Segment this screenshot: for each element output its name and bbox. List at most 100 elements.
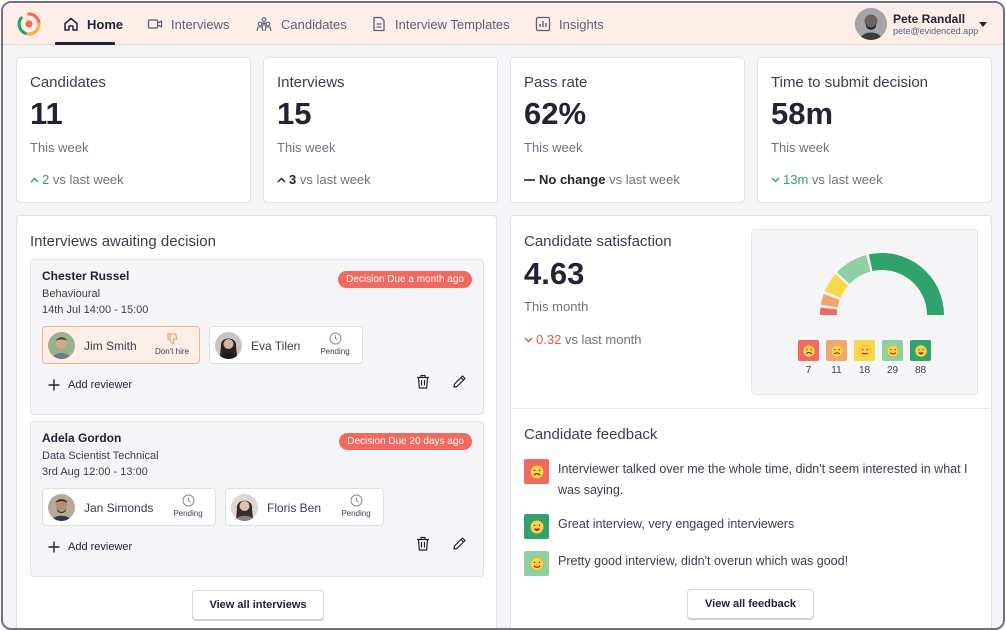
rating-face-neutral — [854, 340, 875, 361]
rating-count: 18 — [858, 365, 871, 376]
video-icon — [147, 19, 163, 29]
user-name: Pete Randall — [893, 12, 966, 26]
gauge-chart — [820, 253, 944, 315]
feedback-item: Pretty good interview, didn't overun whi… — [524, 551, 978, 576]
stat-value: 58m — [771, 96, 834, 131]
very-sad-face-icon — [529, 464, 544, 479]
interview-card[interactable]: Adela Gordon Data Scientist Technical 3r… — [30, 421, 484, 577]
reviewer-status-label: Pending — [173, 509, 203, 518]
reviewer-name: Eva Tilen — [251, 339, 301, 353]
chevron-up-icon — [277, 176, 286, 183]
rating-face-very-sad — [798, 340, 819, 361]
clock-icon — [329, 332, 341, 345]
clock-icon — [350, 494, 362, 507]
nav-candidates[interactable]: Candidates — [255, 3, 347, 45]
very-happy-face-icon — [914, 344, 927, 357]
neutral-face-icon — [858, 344, 871, 357]
nav-active-indicator — [55, 42, 115, 45]
stat-change: 2 vs last week — [30, 172, 124, 187]
add-reviewer-label: Add reviewer — [68, 379, 133, 391]
reviewer-status-label: Don't hire — [155, 347, 189, 356]
add-reviewer-label: Add reviewer — [68, 541, 133, 553]
stat-change: 3 vs last week — [277, 172, 371, 187]
rating-count: 7 — [805, 365, 812, 376]
stat-period: This week — [524, 140, 583, 155]
stat-card-time-to-decision: Time to submit decision 58m This week 13… — [757, 57, 992, 203]
edit-icon[interactable] — [452, 374, 467, 389]
evidenced-logo[interactable] — [17, 12, 41, 36]
trash-icon[interactable] — [416, 536, 430, 551]
user-email: pete@evidenced.app — [893, 26, 979, 36]
clock-icon — [182, 494, 194, 507]
reviewer-name: Jan Simonds — [84, 501, 154, 515]
chevron-up-icon — [30, 176, 39, 183]
edit-icon[interactable] — [452, 536, 467, 551]
view-all-feedback-button[interactable]: View all feedback — [687, 589, 814, 619]
satisfaction-value: 4.63 — [524, 256, 585, 291]
stat-change-value: 13m — [783, 172, 809, 187]
chevron-down-icon — [771, 176, 780, 183]
reviewer-status: Pending — [310, 332, 360, 360]
reviewer-chip[interactable]: Jan Simonds Pending — [42, 488, 216, 526]
stat-title: Candidates — [30, 74, 106, 91]
feedback-rating — [524, 514, 549, 539]
happy-face-icon — [886, 344, 899, 357]
very-sad-face-icon — [802, 344, 815, 357]
rating-count: 29 — [886, 365, 899, 376]
rating-face-happy — [882, 340, 903, 361]
sad-face-icon — [830, 344, 843, 357]
divider — [511, 408, 990, 409]
nav-home-label: Home — [87, 16, 124, 32]
nav-interviews[interactable]: Interviews — [147, 3, 230, 45]
chevron-down-icon — [524, 336, 533, 343]
nav-insights[interactable]: Insights — [535, 3, 604, 45]
nav-interview-templates[interactable]: Interview Templates — [371, 3, 510, 45]
reviewer-avatar — [215, 332, 242, 359]
reviewer-status-label: Pending — [320, 347, 350, 356]
reviewer-chip[interactable]: Floris Ben Pending — [225, 488, 384, 526]
candidate-name[interactable]: Adela Gordon — [42, 431, 122, 445]
add-reviewer-button[interactable]: Add reviewer — [48, 379, 132, 391]
feedback-title: Candidate feedback — [524, 426, 658, 443]
stat-change-suffix: vs last week — [299, 172, 371, 187]
reviewer-status: Pending — [163, 494, 213, 522]
reviewer-name: Jim Smith — [84, 339, 137, 353]
rating-count: 11 — [831, 365, 842, 376]
gauge-segment-very-happy — [868, 253, 944, 315]
feedback-text: Pretty good interview, didn't overun whi… — [558, 554, 849, 568]
nav-home[interactable]: Home — [63, 3, 123, 45]
home-icon — [64, 17, 78, 31]
reviewer-chip[interactable]: Jim Smith Don't hire — [42, 326, 200, 364]
decision-due-badge: Decision Due 20 days ago — [339, 433, 472, 450]
stat-title: Pass rate — [524, 74, 588, 91]
interview-datetime: 14th Jul 14:00 - 15:00 — [42, 304, 149, 316]
reviewer-status: Don't hire — [147, 332, 197, 360]
satisfaction-change-suffix: vs last month — [564, 332, 642, 347]
trash-icon[interactable] — [416, 374, 430, 389]
satisfaction-panel: Candidate satisfaction 4.63 This month 0… — [510, 215, 992, 628]
reviewer-chip[interactable]: Eva Tilen Pending — [209, 326, 363, 364]
stat-change-suffix: vs last week — [52, 172, 124, 187]
reviewer-avatar — [48, 494, 75, 521]
user-menu[interactable]: Pete Randall pete@evidenced.app — [855, 8, 995, 40]
stat-change: 13m vs last week — [771, 172, 883, 187]
feedback-text: Interviewer talked over me the whole tim… — [558, 462, 968, 497]
gauge-segment-happy — [837, 255, 871, 284]
rating-face-very-happy — [910, 340, 931, 361]
interview-card[interactable]: Chester Russel Behavioural 14th Jul 14:0… — [30, 259, 484, 415]
awaiting-title: Interviews awaiting decision — [30, 233, 216, 250]
satisfaction-period: This month — [524, 299, 589, 314]
awaiting-decision-panel: Interviews awaiting decision Chester Rus… — [16, 215, 497, 628]
candidate-name[interactable]: Chester Russel — [42, 269, 130, 283]
satisfaction-gauge: 7 11 18 29 88 — [751, 229, 978, 395]
interview-type: Data Scientist Technical — [42, 450, 159, 462]
gauge-segment-neutral — [824, 274, 849, 298]
happy-face-icon — [529, 556, 544, 571]
add-reviewer-button[interactable]: Add reviewer — [48, 541, 132, 553]
stat-change-suffix: vs last week — [811, 172, 883, 187]
chart-icon — [535, 16, 551, 32]
view-all-interviews-button[interactable]: View all interviews — [192, 590, 324, 620]
stat-period: This week — [30, 140, 89, 155]
thumbs-down-icon — [166, 332, 178, 345]
